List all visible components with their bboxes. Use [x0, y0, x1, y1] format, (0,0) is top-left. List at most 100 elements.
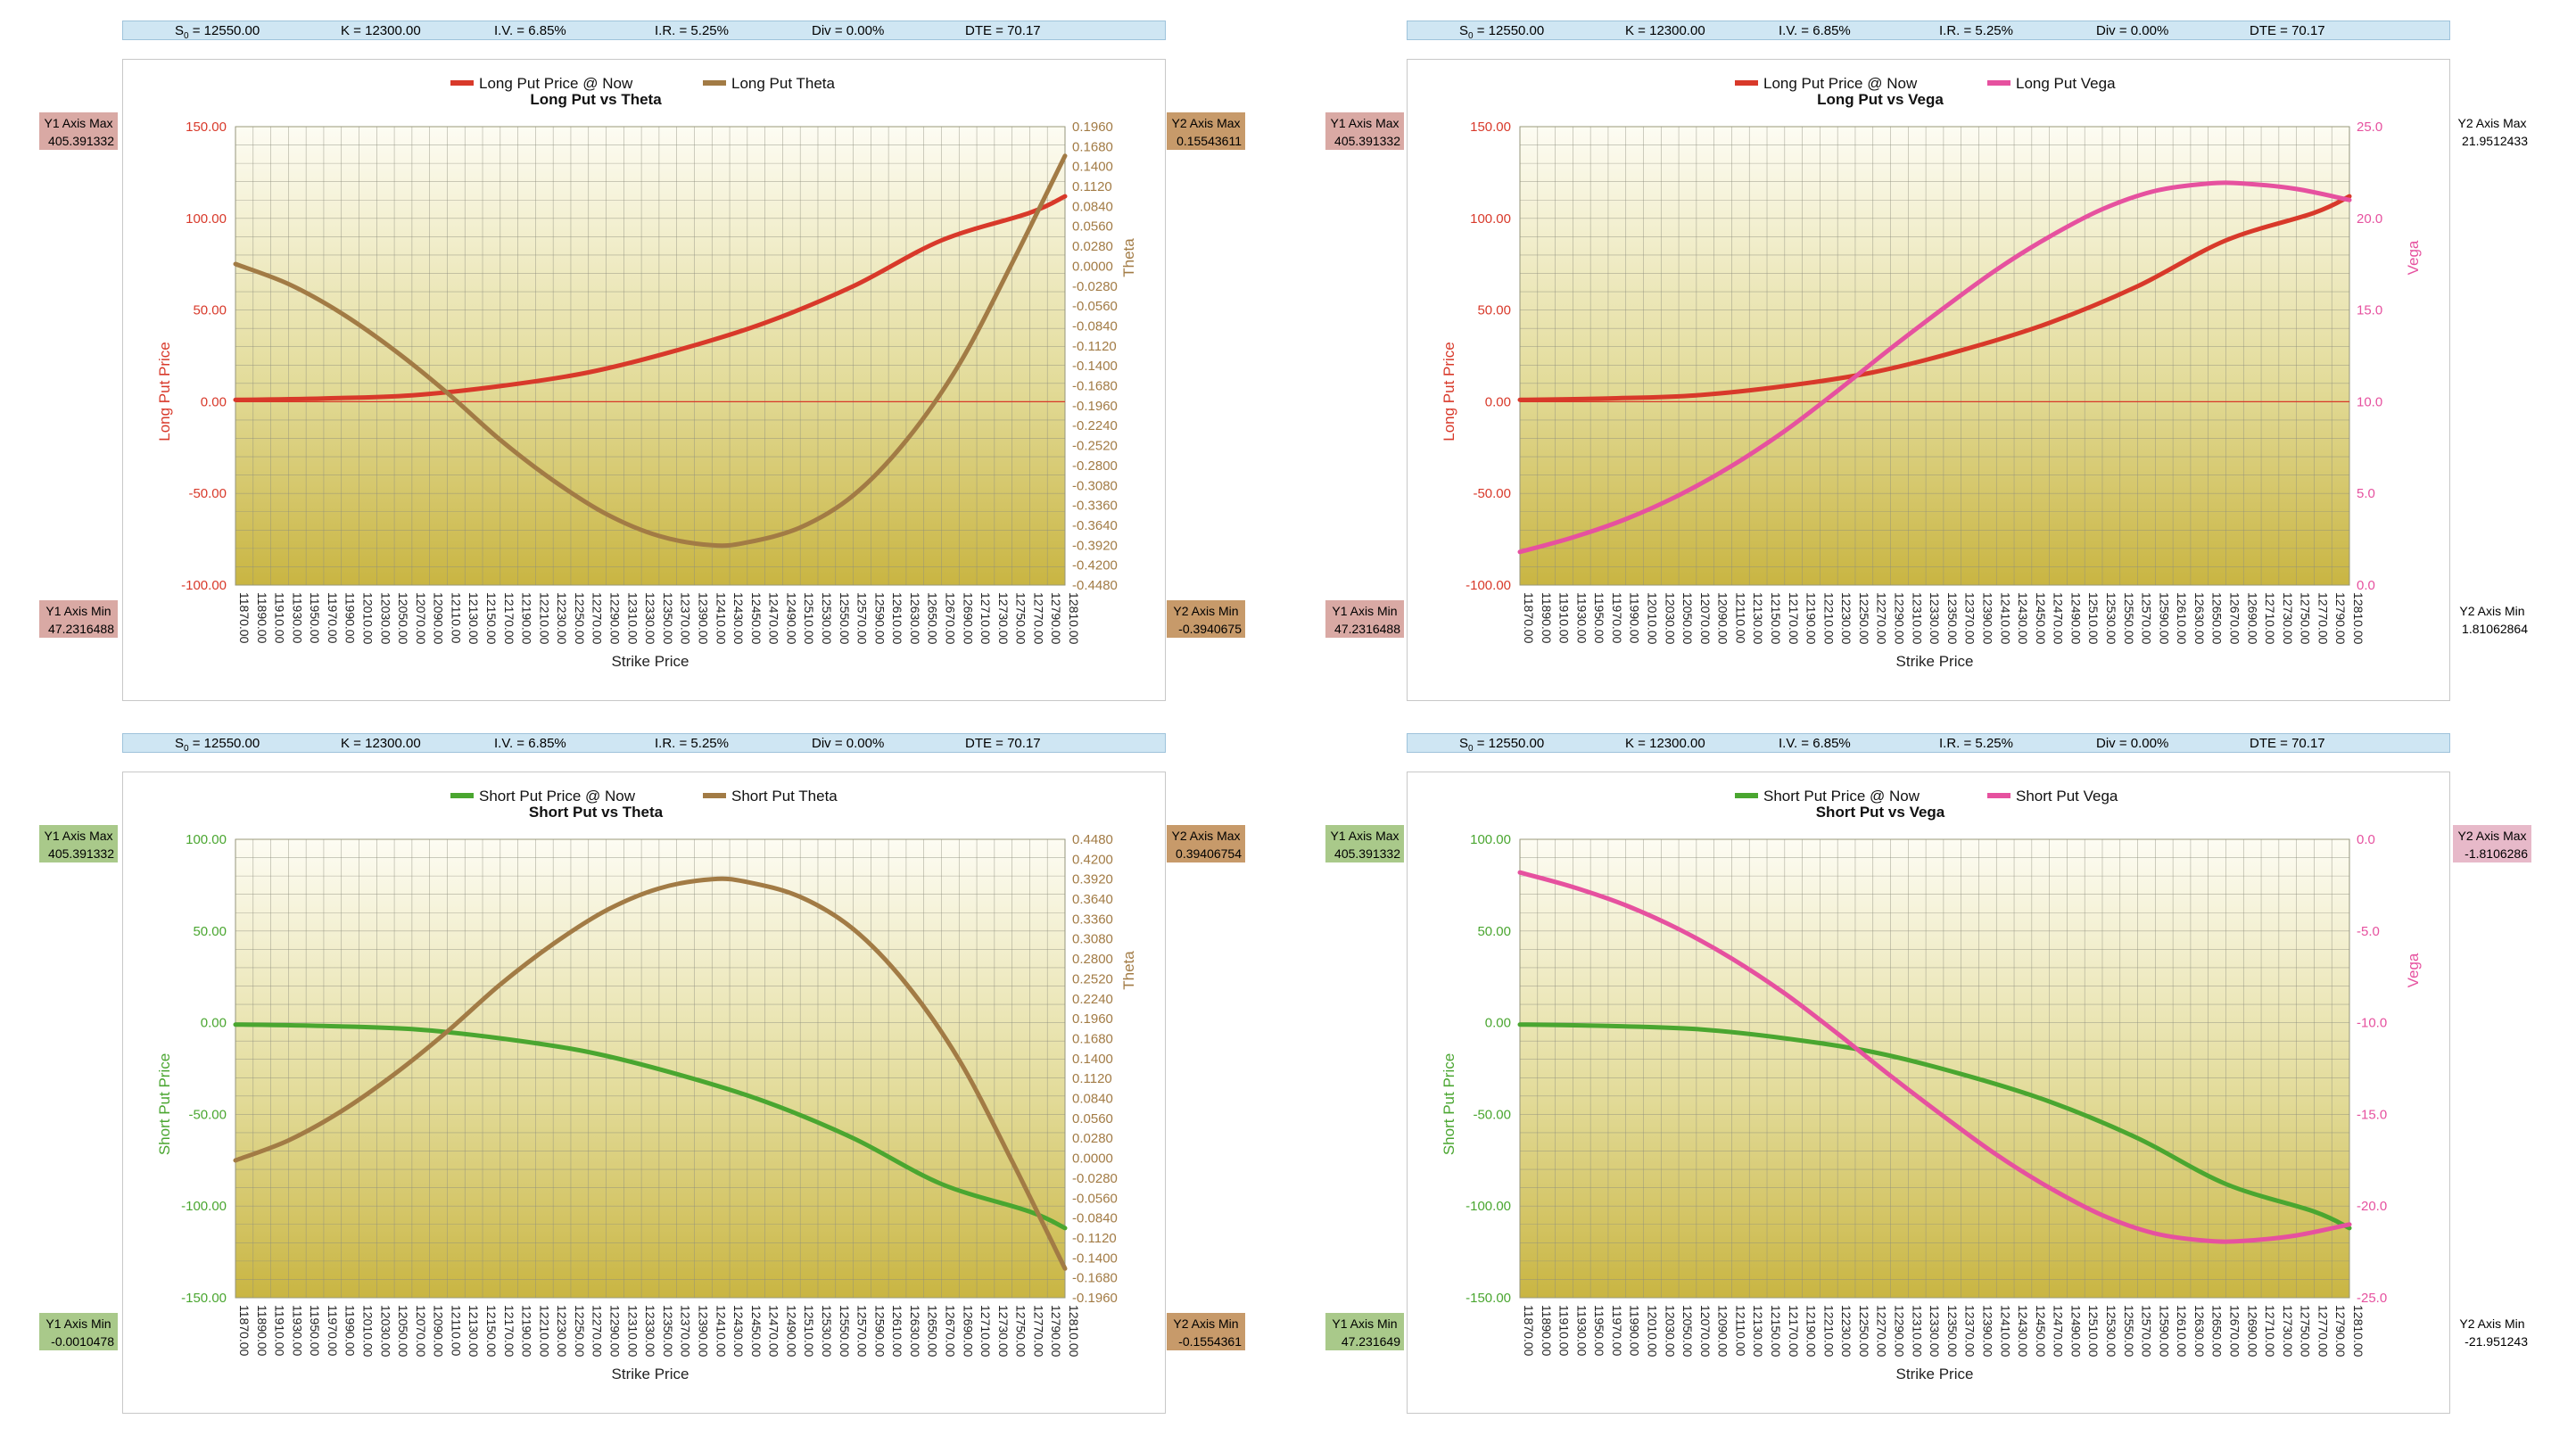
x-tick-label: 12070.00	[414, 1305, 428, 1358]
y2-tick-label: 0.2800	[1072, 952, 1113, 967]
box-value: -21.951243	[2465, 1334, 2528, 1349]
x-tick-label: 12550.00	[2122, 592, 2136, 645]
y2-tick-label: -0.4480	[1072, 578, 1118, 593]
series-line	[233, 1022, 1068, 1231]
x-tick-label: 12610.00	[890, 592, 904, 645]
x-tick-label: 12070.00	[1698, 1305, 1713, 1358]
x-tick-label: 12650.00	[926, 592, 940, 645]
x-tick-label: 12150.00	[484, 1305, 499, 1358]
x-tick-label: 12510.00	[802, 592, 816, 645]
days-to-expiry: DTE = 70.17	[965, 736, 1041, 751]
y2-tick-label: -0.0560	[1072, 1191, 1118, 1206]
x-tick-label: 11910.00	[1557, 592, 1572, 644]
box-title: Y2 Axis Max	[1171, 829, 1241, 843]
box-value: -0.1554361	[1178, 1334, 1242, 1349]
box-value: -1.8106286	[2465, 846, 2528, 861]
x-tick-label: 12670.00	[943, 592, 957, 645]
x-tick-label: 12450.00	[749, 592, 764, 645]
x-tick-label: 12390.00	[696, 1305, 710, 1358]
y1-axis-title: Short Put Price	[156, 1053, 173, 1155]
x-tick-label: 11910.00	[1557, 1305, 1572, 1357]
x-tick-label: 12670.00	[2227, 592, 2242, 645]
x-tick-label: 12390.00	[696, 592, 710, 645]
chart-panel-short-put-theta: 100.00 50.00 0.00 -50.00 -100.00 -150.00 0.448…	[122, 772, 1166, 1414]
x-axis-title: Strike Price	[612, 1366, 689, 1382]
dividend: Div = 0.00%	[2096, 736, 2169, 751]
x-tick-label: 12510.00	[2086, 1305, 2101, 1358]
x-tick-label: 11990.00	[343, 1305, 358, 1357]
x-tick-label: 12270.00	[1875, 1305, 1889, 1358]
x-tick-label: 12430.00	[731, 592, 746, 645]
x-tick-label: 11910.00	[273, 592, 287, 644]
x-tick-label: 11890.00	[255, 1305, 269, 1357]
x-tick-label: 11870.00	[1522, 1305, 1536, 1357]
x-tick-label: 12150.00	[484, 592, 499, 645]
x-tick-label: 12130.00	[1751, 592, 1765, 645]
x-tick-label: 12630.00	[2192, 1305, 2207, 1358]
x-tick-label: 12250.00	[573, 592, 587, 645]
x-tick-label: 12210.00	[537, 592, 551, 645]
box-value: 0.15543611	[1177, 134, 1242, 148]
x-tick-label: 12090.00	[1716, 592, 1730, 645]
x-tick-label: 12330.00	[1928, 592, 1942, 645]
x-tick-label: 12130.00	[466, 592, 481, 645]
box-value: -0.3940675	[1178, 622, 1242, 636]
x-tick-label: 12350.00	[661, 592, 675, 645]
x-tick-label: 12630.00	[908, 1305, 922, 1358]
x-tick-label: 12790.00	[1049, 592, 1063, 645]
x-tick-label: 12490.00	[784, 592, 798, 645]
dividend: Div = 0.00%	[812, 23, 885, 38]
y2-tick-label: 0.0840	[1072, 1092, 1113, 1107]
legend-label: Long Put Vega	[2016, 75, 2116, 92]
x-tick-label: 11950.00	[308, 1305, 322, 1357]
y2-tick-label: 0.1960	[1072, 120, 1113, 135]
x-tick-label: 12310.00	[625, 1305, 640, 1358]
x-tick-label: 12530.00	[820, 592, 834, 645]
x-tick-label: 12110.00	[449, 592, 463, 644]
y1-axis-title: Short Put Price	[1441, 1053, 1457, 1155]
y2-tick-label: -0.1120	[1072, 1231, 1117, 1246]
y2-tick-label: -20.0	[2357, 1199, 2387, 1214]
param-bar: S0 = 12550.00 K = 12300.00 I.V. = 6.85% …	[122, 21, 1166, 41]
y1-tick-label: 50.00	[1477, 303, 1511, 318]
y2-tick-label: -5.0	[2357, 924, 2380, 939]
x-tick-label: 11970.00	[1610, 592, 1624, 644]
y2-tick-label: -0.2240	[1072, 418, 1118, 433]
x-tick-label: 12450.00	[2034, 1305, 2048, 1358]
y1-tick-label: 150.00	[186, 120, 227, 135]
box-value: 47.231649	[1341, 1334, 1400, 1349]
x-tick-label: 12210.00	[537, 1305, 551, 1358]
y1-tick-label: -50.00	[188, 486, 227, 501]
x-tick-label: 12290.00	[608, 1305, 623, 1358]
x-tick-label: 12470.00	[767, 1305, 781, 1358]
chart-long-put-vega: 150.00 100.00 50.00 0.00 -50.00 -100.00 25.0 20…	[1441, 75, 2422, 670]
y1-tick-label: 0.00	[1485, 394, 1511, 409]
y2-axis-max-box: Y2 Axis Max 0.39406754	[1167, 825, 1245, 862]
chart-title: Short Put vs Vega	[1816, 804, 1945, 821]
x-tick-label: 12090.00	[432, 592, 446, 645]
y1-axis-max-box: Y1 Axis Max 405.391332	[39, 825, 118, 862]
y2-tick-label: 0.1960	[1072, 1011, 1113, 1027]
x-tick-label: 12590.00	[2157, 592, 2171, 645]
series-line	[1517, 870, 2352, 1244]
y2-tick-label: 0.0560	[1072, 1111, 1113, 1127]
series-line	[1517, 1022, 2352, 1231]
y2-tick-label: 0.4480	[1072, 832, 1113, 847]
dividend: Div = 0.00%	[812, 736, 885, 751]
x-tick-label: 12330.00	[643, 1305, 657, 1358]
interest-rate: I.R. = 5.25%	[1939, 736, 2013, 751]
y2-tick-label: 0.1400	[1072, 160, 1113, 175]
box-value: 405.391332	[48, 134, 114, 148]
box-title: Y2 Axis Max	[2457, 116, 2527, 130]
x-tick-label: 12210.00	[1821, 592, 1836, 645]
x-tick-label: 12150.00	[1769, 1305, 1783, 1358]
chart-short-put-theta: 100.00 50.00 0.00 -50.00 -100.00 -150.00 0.448…	[156, 788, 1137, 1382]
x-tick-label: 12490.00	[2068, 592, 2083, 645]
x-tick-label: 12770.00	[1031, 592, 1045, 645]
x-tick-label: 11870.00	[237, 1305, 252, 1357]
y2-tick-label: -0.3920	[1072, 538, 1118, 553]
x-tick-label: 11890.00	[1540, 592, 1554, 644]
y2-tick-label: 15.0	[2357, 303, 2382, 318]
box-title: Y2 Axis Min	[2459, 604, 2525, 618]
x-tick-label: 12690.00	[961, 592, 975, 645]
